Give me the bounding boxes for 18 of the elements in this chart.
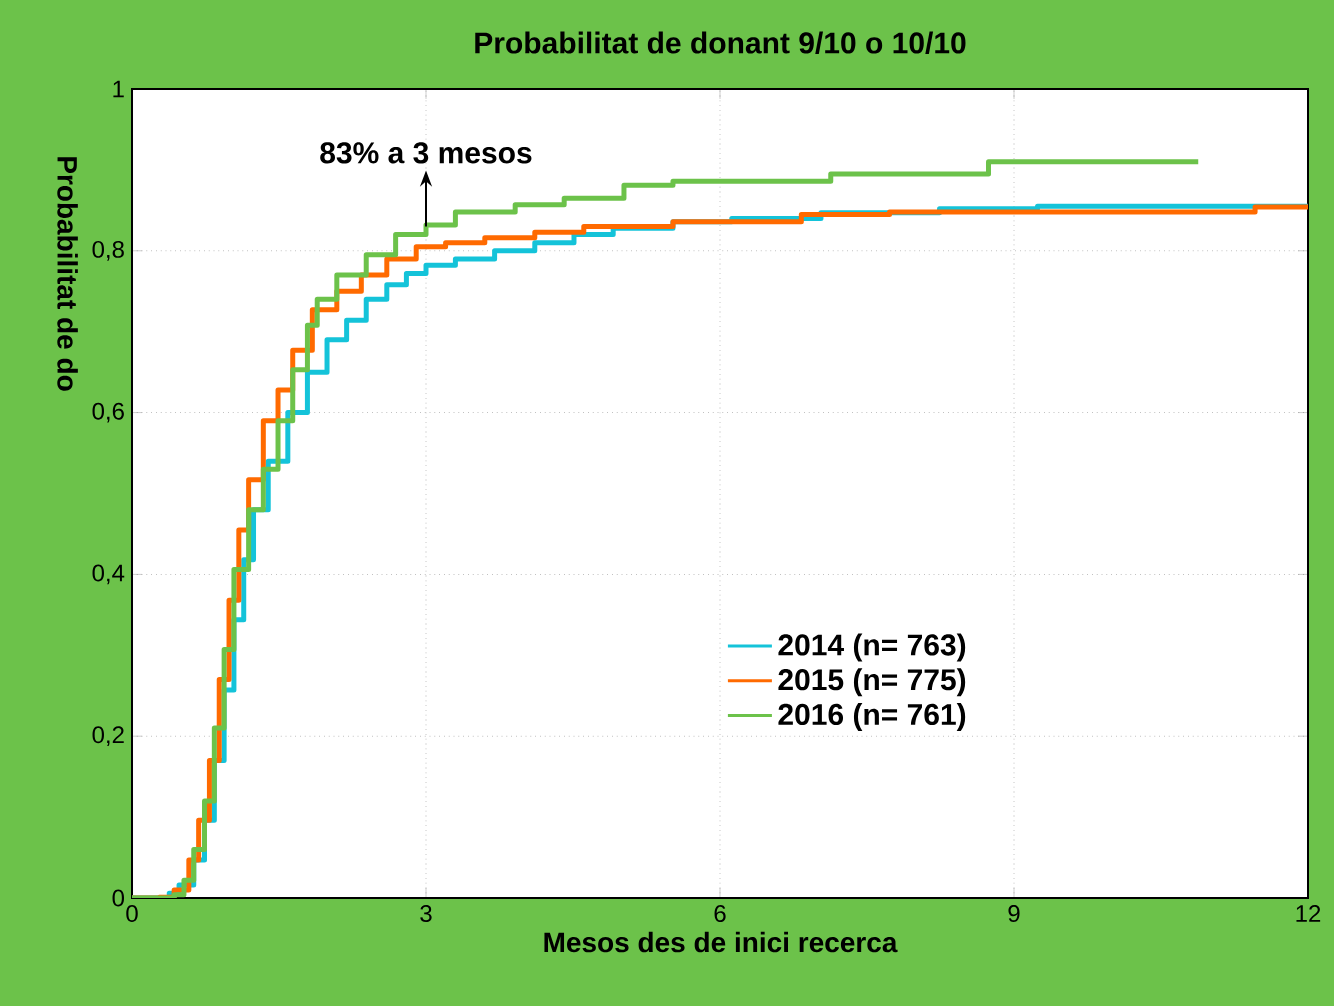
y-tick-label: 0 — [112, 889, 125, 907]
x-tick-label: 12 — [1296, 905, 1321, 922]
y-tick-label: 0,2 — [92, 726, 124, 747]
y-axis-title: Probabilitat de do — [57, 157, 78, 391]
chart-title: Probabilitat de donant 9/10 o 10/10 — [475, 31, 966, 54]
annotation: 83% a 3 mesos — [320, 142, 532, 164]
x-axis-title: Mesos des de inici recerca — [544, 931, 898, 953]
x-tick-label: 0 — [126, 905, 138, 923]
x-tick-label: 9 — [1008, 905, 1020, 923]
y-tick-label: 0,8 — [92, 240, 124, 261]
legend-label: 2015 (n= 775) — [778, 668, 966, 697]
y-tick-label: 0,4 — [92, 564, 125, 585]
x-tick-label: 3 — [420, 905, 432, 923]
y-tick-label: 0,6 — [92, 402, 124, 423]
y-tick-label: 1 — [113, 80, 124, 98]
legend-label: 2016 (n= 761) — [778, 703, 966, 731]
legend-label: 2014 (n= 763) — [778, 633, 966, 662]
x-tick-label: 6 — [714, 905, 726, 923]
